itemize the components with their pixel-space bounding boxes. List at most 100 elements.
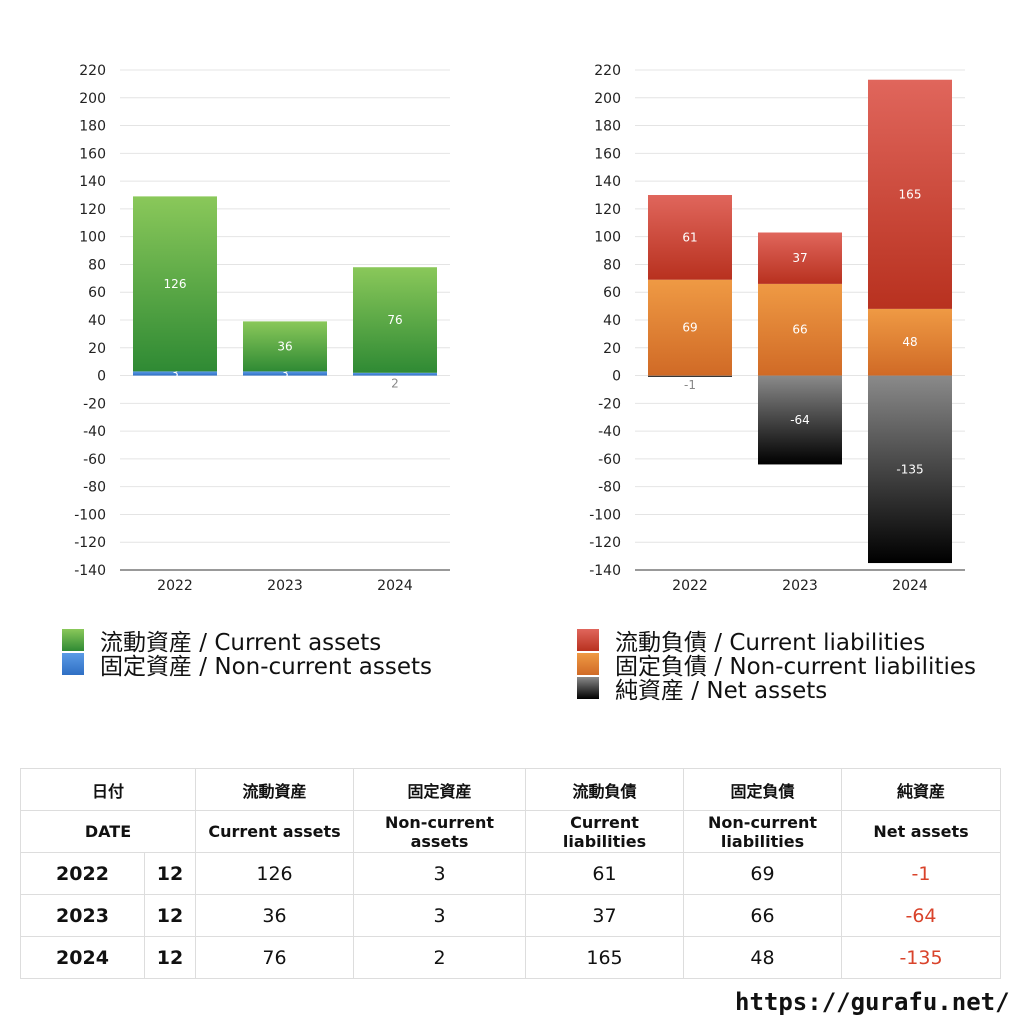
year-cell: 2022 [20,852,145,895]
bar-value-label: 69 [682,321,697,335]
current-assets-swatch [62,629,84,651]
legend-label: 流動負債 / Current liabilities [615,630,926,656]
bar-value-label: 61 [682,230,697,244]
bar-value-label: -1 [684,378,696,392]
table-row: 2022 12 126 3 61 69 -1 [20,852,1002,895]
bar-value-label: 165 [899,187,922,201]
y-tick-label: -20 [598,396,621,412]
column-header-jp: 純資産 [841,768,1002,811]
bar-segment [353,267,437,373]
bar-value-label: -135 [896,462,923,476]
legend-label: 流動資産 / Current assets [100,630,382,656]
non-current-liabilities-swatch [577,653,599,675]
bar-value-label: 76 [387,313,402,327]
footer-url: https://gurafu.net/ [735,988,1010,1016]
year-cell: 2023 [20,894,145,937]
y-tick-label: -120 [589,535,621,551]
table-row: 2024 12 76 2 165 48 -135 [20,936,1002,979]
bar-segment [648,195,732,280]
value-cell: 61 [525,852,685,895]
date-header-jp: 日付 [19,768,197,811]
bar-value-label: 3 [171,366,179,380]
y-tick-label: -60 [598,452,621,468]
x-tick-label: 2022 [157,578,193,594]
table-header-row-en: DATE Current assets Non-current assets C… [19,810,1002,853]
column-header-jp: 流動負債 [525,768,685,811]
y-tick-label: 200 [79,91,106,107]
bar-value-label: 126 [164,277,187,291]
month-cell: 12 [143,894,197,937]
y-tick-label: 180 [594,119,621,135]
x-tick-label: 2023 [782,578,818,594]
y-tick-label: -120 [74,535,106,551]
y-tick-label: -80 [83,480,106,496]
bar-segment [648,375,732,377]
bar-segment [868,79,952,309]
y-tick-label: 60 [88,285,106,301]
bar-segment [648,279,732,376]
column-header-en: Net assets [841,810,1002,853]
y-tick-label: -60 [83,452,106,468]
y-tick-label: 40 [603,313,621,329]
net-assets-cell: -135 [841,936,1002,979]
bar-value-label: 37 [792,251,807,265]
legend-item-non-current-assets: 固定資産 / Non-current assets [62,652,432,680]
legend-item-net-assets: 純資産 / Net assets [577,676,976,704]
column-header-en: Non-current assets [353,810,527,853]
x-tick-label: 2024 [377,578,413,594]
value-cell: 76 [195,936,355,979]
column-header-en: Non-current liabilities [683,810,843,853]
value-cell: 165 [525,936,685,979]
legend-label: 固定負債 / Non-current liabilities [615,654,976,680]
bar-value-label: 66 [792,323,807,337]
bar-value-label: -64 [790,413,810,427]
table-header-row-jp: 日付 流動資産 固定資産 流動負債 固定負債 純資産 [19,768,1002,811]
y-tick-label: -140 [74,563,106,579]
x-tick-label: 2022 [672,578,708,594]
y-tick-label: 160 [594,146,621,162]
value-cell: 2 [353,936,527,979]
liabilities-chart: 220200180160140120100806040200-20-40-60-… [589,63,965,594]
column-header-en: Current liabilities [525,810,685,853]
month-cell: 12 [143,936,197,979]
value-cell: 48 [683,936,843,979]
bar-segment [353,372,437,376]
y-tick-label: 20 [603,341,621,357]
column-header-jp: 流動資産 [195,768,355,811]
y-tick-label: 140 [594,174,621,190]
y-tick-label: 80 [603,257,621,273]
y-tick-label: -20 [83,396,106,412]
legend-label: 固定資産 / Non-current assets [100,654,433,680]
y-tick-label: 0 [612,369,621,385]
y-tick-label: -40 [598,424,621,440]
net-assets-cell: -1 [841,852,1002,895]
table-row: 2023 12 36 3 37 66 -64 [20,894,1002,937]
year-cell: 2024 [20,936,145,979]
bar-value-label: 48 [902,335,917,349]
bar-segment [758,375,842,465]
bar-segment [868,308,952,376]
y-tick-label: 80 [88,257,106,273]
net-assets-cell: -64 [841,894,1002,937]
value-cell: 37 [525,894,685,937]
y-tick-label: -80 [598,480,621,496]
bar-segment [133,196,217,372]
liabilities-legend: 流動負債 / Current liabilities 固定負債 / Non-cu… [577,628,976,704]
column-header-en: Current assets [195,810,355,853]
non-current-assets-swatch [62,653,84,675]
value-cell: 66 [683,894,843,937]
y-tick-label: 180 [79,119,106,135]
legend-item-current-liabilities: 流動負債 / Current liabilities [577,628,976,656]
legend-label: 純資産 / Net assets [615,678,828,704]
y-tick-label: 100 [594,230,621,246]
assets-chart: 220200180160140120100806040200-20-40-60-… [74,63,450,594]
bar-segment [758,283,842,376]
net-assets-swatch [577,677,599,699]
y-tick-label: 20 [88,341,106,357]
bar-value-label: 3 [281,366,289,380]
y-tick-label: 60 [603,285,621,301]
y-tick-label: -100 [74,507,106,523]
y-tick-label: 220 [594,63,621,79]
y-tick-label: 0 [97,369,106,385]
y-tick-label: 120 [79,202,106,218]
